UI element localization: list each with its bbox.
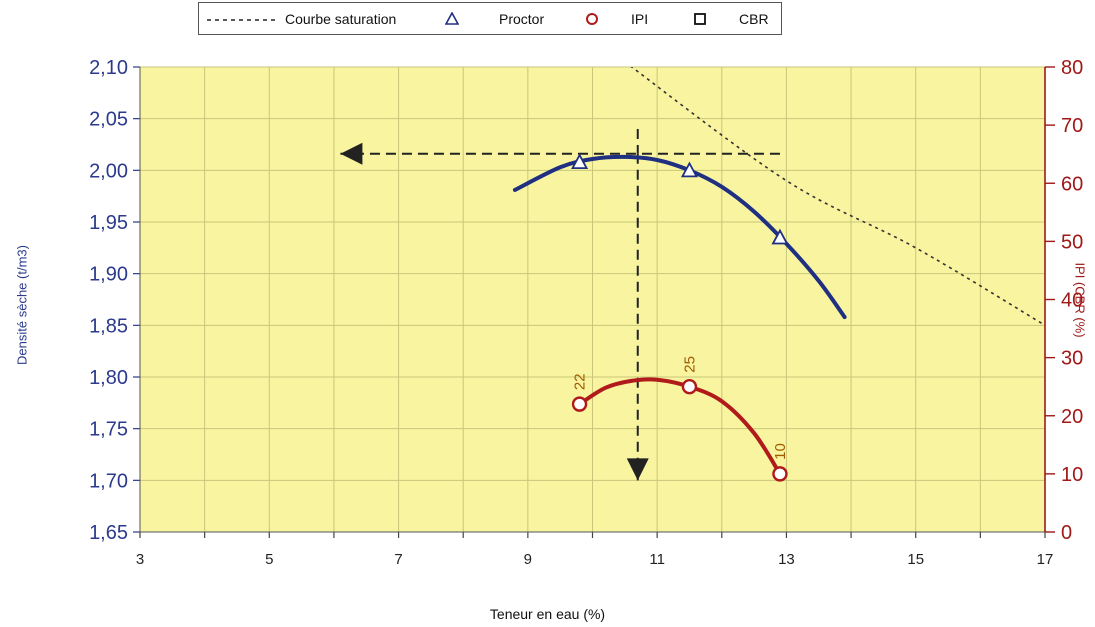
- legend-proctor-triangle-icon: [445, 12, 459, 25]
- y2-tick-label: 40: [1061, 290, 1083, 312]
- annotation-arrowhead: [340, 142, 363, 165]
- x-tick-label: 5: [265, 551, 273, 568]
- axes: [133, 66, 1055, 538]
- y2-tick-label: 20: [1061, 406, 1083, 428]
- legend-saturation-line: [207, 19, 279, 21]
- y2-tick-label: 0: [1061, 522, 1072, 544]
- y2-tick-label: 80: [1061, 57, 1083, 79]
- annotations: [340, 129, 780, 481]
- y-tick-label: 1,70: [89, 470, 128, 492]
- ipi-point: [772, 466, 788, 482]
- ipi-point: [681, 378, 698, 395]
- y-tick-label: 2,05: [89, 109, 128, 131]
- y2-tick-label: 70: [1061, 115, 1083, 137]
- y-tick-label: 1,80: [89, 367, 128, 389]
- y-tick-label: 2,00: [89, 160, 128, 182]
- proctor-point: [680, 161, 698, 178]
- legend-ipi-label: IPI: [631, 11, 649, 27]
- ipi-data-label: 22: [572, 373, 589, 390]
- series-group: 22 25 10: [512, 153, 847, 482]
- y2-tick-label: 30: [1061, 348, 1083, 370]
- ipi-data-label: 25: [681, 356, 698, 373]
- legend-ipi-circle-icon: [586, 13, 598, 25]
- ipi-curve: [577, 377, 782, 476]
- y-tick-label: 1,95: [89, 212, 128, 234]
- y-tick-label: 2,10: [89, 57, 128, 79]
- legend-cbr-label: CBR: [739, 11, 769, 27]
- legend-saturation-label: Courbe saturation: [285, 11, 397, 27]
- y2-tick-label: 60: [1061, 173, 1083, 195]
- proctor-point: [571, 153, 589, 170]
- x-tick-label: 7: [394, 551, 402, 568]
- y-tick-label: 1,85: [89, 315, 128, 337]
- legend: Courbe saturation Proctor IPI CBR: [198, 2, 782, 35]
- x-tick-label: 15: [907, 551, 924, 568]
- y-tick-label: 1,90: [89, 264, 128, 286]
- x-axis-title: Teneur en eau (%): [489, 606, 606, 622]
- ipi-point: [571, 396, 588, 412]
- x-tick-label: 17: [1037, 551, 1054, 568]
- x-tick-label: 13: [778, 551, 795, 568]
- x-tick-label: 9: [524, 551, 532, 568]
- x-tick-label: 11: [649, 551, 665, 568]
- legend-proctor-label: Proctor: [499, 11, 545, 27]
- x-tick-label: 3: [136, 551, 144, 568]
- tick-labels: 1,65 1,70 1,75 1,80 1,85 1,90 1,95 2,00 2,05 2,10…: [89, 57, 1083, 568]
- y2-axis-title: IPI (CBR (%): [1072, 262, 1088, 338]
- annotation-arrowhead: [626, 458, 649, 481]
- y2-tick-label: 10: [1061, 464, 1083, 486]
- legend-cbr-square-icon: [694, 13, 706, 25]
- y2-tick-label: 50: [1061, 231, 1083, 253]
- ipi-data-label: 10: [772, 443, 789, 460]
- y-tick-label: 1,75: [89, 419, 128, 441]
- y-axis-title: Densité sèche (t/m3): [14, 245, 30, 365]
- y-tick-label: 1,65: [89, 522, 128, 544]
- proctor-point: [771, 228, 789, 245]
